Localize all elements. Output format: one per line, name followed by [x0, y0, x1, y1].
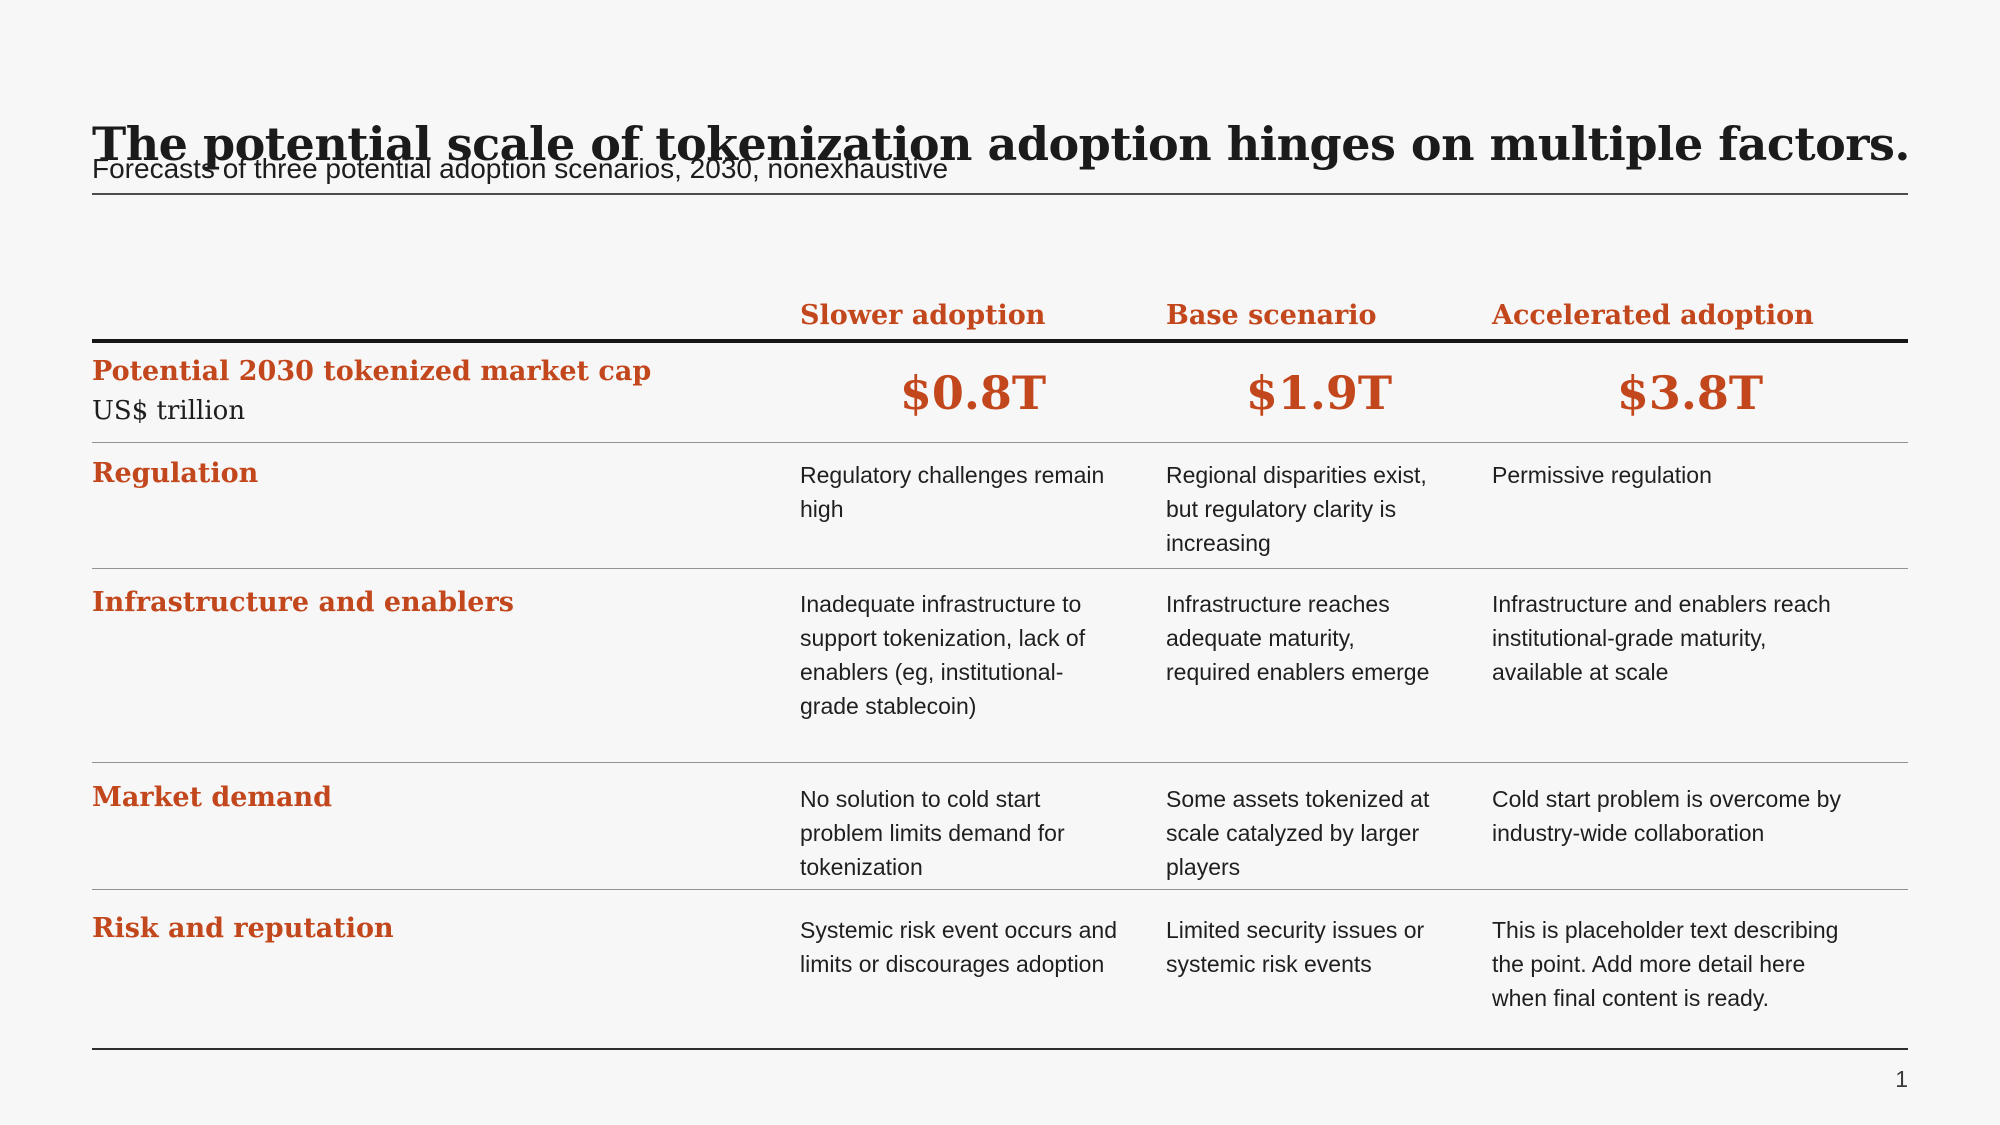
row-label-infrastructure: Infrastructure and enablers: [92, 587, 514, 618]
cell-market-demand-base: Some assets tokenized at scale catalyzed…: [1166, 786, 1430, 880]
title-divider: [92, 193, 1908, 195]
row-label-risk-reputation: Risk and reputation: [92, 913, 394, 944]
row-label-regulation: Regulation: [92, 458, 259, 489]
column-header-slower-adoption: Slower adoption: [800, 300, 1046, 331]
market-cap-value-slower: $0.8T: [899, 365, 1047, 420]
cell-risk-base: Limited security issues or systemic risk…: [1166, 917, 1425, 977]
page-subtitle: Forecasts of three potential adoption sc…: [92, 153, 949, 184]
market-cap-unit-label: US$ trillion: [92, 396, 246, 426]
scenario-header-row: Slower adoption Base scenario Accelerate…: [92, 300, 1908, 343]
cell-market-demand-accelerated: Cold start problem is overcome by indust…: [1492, 786, 1841, 846]
cell-regulation-slower: Regulatory challenges remain high: [800, 462, 1105, 522]
row-label-market-demand: Market demand: [92, 782, 332, 813]
page-title: The potential scale of tokenization adop…: [92, 116, 1910, 171]
cell-infrastructure-accelerated: Infrastructure and enablers reach instit…: [1492, 591, 1831, 685]
column-header-accelerated-adoption: Accelerated adoption: [1492, 300, 1814, 331]
market-cap-label: Potential 2030 tokenized market cap: [92, 356, 652, 387]
scenario-table: Slower adoption Base scenario Accelerate…: [92, 300, 1908, 1050]
market-cap-value-base: $1.9T: [1245, 365, 1393, 420]
cell-risk-accelerated: This is placeholder text describing the …: [1492, 917, 1839, 1011]
table-row-market-demand: Market demand No solution to cold start …: [92, 763, 1908, 890]
table-row-infrastructure: Infrastructure and enablers Inadequate i…: [92, 569, 1908, 763]
cell-market-demand-slower: No solution to cold start problem limits…: [800, 786, 1065, 880]
cell-infrastructure-slower: Inadequate infrastructure to support tok…: [800, 591, 1086, 719]
cell-regulation-base: Regional disparities exist, but regulato…: [1166, 462, 1427, 556]
cell-regulation-accelerated: Permissive regulation: [1492, 462, 1712, 488]
cell-infrastructure-base: Infrastructure reaches adequate maturity…: [1166, 591, 1430, 685]
cell-risk-slower: Systemic risk event occurs and limits or…: [800, 917, 1118, 977]
table-row-market-cap: Potential 2030 tokenized market cap US$ …: [92, 343, 1908, 443]
market-cap-value-accelerated: $3.8T: [1616, 365, 1764, 420]
table-row-regulation: Regulation Regulatory challenges remain …: [92, 443, 1908, 569]
column-header-base-scenario: Base scenario: [1166, 300, 1377, 331]
table-row-risk-reputation: Risk and reputation Systemic risk event …: [92, 890, 1908, 1050]
market-cap-label-cell: Potential 2030 tokenized market cap US$ …: [92, 343, 800, 442]
page-number: 1: [1895, 1066, 1908, 1092]
